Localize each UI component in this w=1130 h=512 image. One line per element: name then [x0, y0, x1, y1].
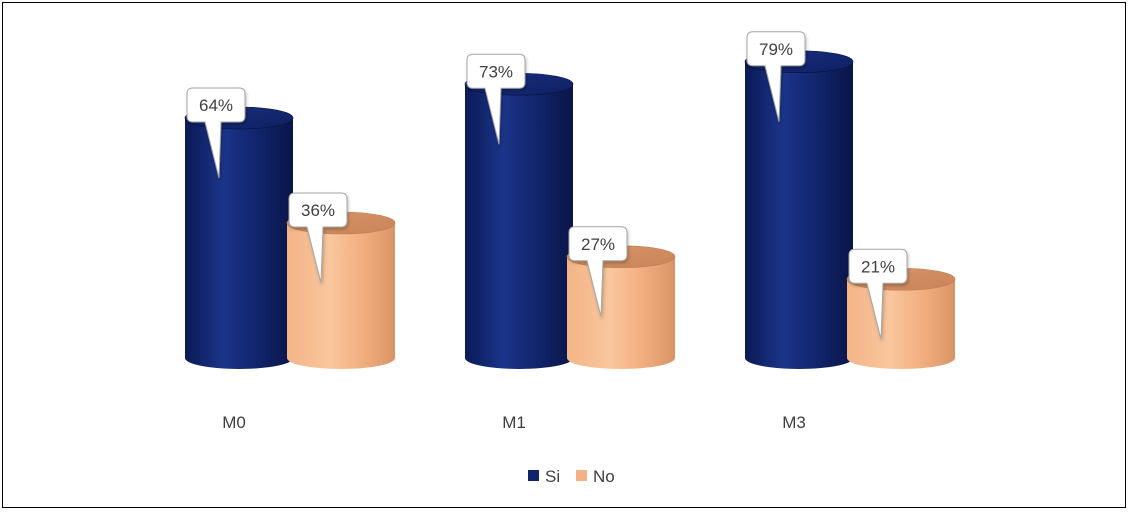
data-label-si-m1: 73% — [466, 53, 526, 145]
legend: Si No — [528, 467, 615, 486]
bar-no-m1 — [566, 245, 676, 369]
data-label-text-si-m1: 73% — [479, 62, 513, 81]
data-label-si-m0: 64% — [186, 87, 246, 179]
bar-si-m3 — [744, 50, 854, 369]
bar-no-m0 — [286, 211, 396, 369]
legend-label-si: Si — [545, 467, 560, 486]
callout-bubble-si-m1 — [466, 53, 526, 145]
data-label-no-m0: 36% — [288, 192, 348, 284]
data-label-text-no-m3: 21% — [861, 257, 895, 276]
category-labels-group: M0 M1 M3 — [222, 413, 806, 432]
data-label-text-si-m0: 64% — [199, 96, 233, 115]
bar-body-no-m0 — [287, 223, 395, 369]
legend-swatch-no — [576, 470, 587, 481]
bar-si-m1 — [464, 72, 574, 369]
callout-bubble-no-m0 — [288, 192, 348, 284]
bar-si-m0 — [184, 106, 294, 369]
bar-body-si-m1 — [465, 84, 573, 369]
data-label-text-no-m1: 27% — [581, 235, 615, 254]
legend-label-no: No — [593, 467, 615, 486]
data-label-no-m3: 21% — [848, 248, 908, 340]
legend-swatch-si — [528, 470, 539, 481]
category-label-m1: M1 — [502, 413, 526, 432]
data-labels-group: 64% 36% 73% 27% 79% 21% — [186, 31, 908, 340]
bar-body-no-m3 — [847, 279, 955, 369]
callout-bubble-no-m1 — [568, 226, 628, 317]
callout-bubble-si-m3 — [746, 31, 806, 122]
category-label-m0: M0 — [222, 413, 246, 432]
callout-bubble-si-m0 — [186, 87, 246, 179]
data-label-text-si-m3: 79% — [759, 40, 793, 59]
data-label-no-m1: 27% — [568, 226, 628, 317]
bar-body-si-m0 — [185, 118, 293, 369]
data-label-si-m3: 79% — [746, 31, 806, 122]
data-label-text-no-m0: 36% — [301, 201, 335, 220]
bar-body-si-m3 — [745, 61, 853, 369]
bar-body-no-m1 — [567, 256, 675, 369]
callout-bubble-no-m3 — [848, 248, 908, 340]
category-label-m3: M3 — [782, 413, 806, 432]
